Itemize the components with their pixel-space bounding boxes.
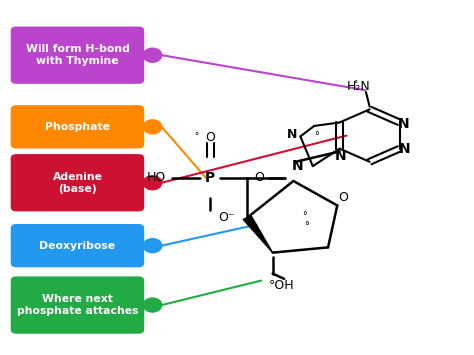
Text: N: N (287, 128, 297, 141)
Text: O: O (205, 131, 215, 144)
Circle shape (143, 298, 162, 312)
Text: HO: HO (147, 171, 166, 184)
Text: Will form H-bond
with Thymine: Will form H-bond with Thymine (26, 44, 129, 66)
Text: N: N (335, 149, 347, 163)
Text: °: ° (194, 132, 199, 141)
Text: °: ° (302, 211, 307, 221)
Circle shape (143, 239, 162, 253)
Text: O⁻: O⁻ (219, 211, 235, 224)
FancyBboxPatch shape (11, 154, 144, 211)
Text: Adenine
(base): Adenine (base) (53, 171, 102, 194)
FancyBboxPatch shape (11, 105, 144, 148)
Text: H₂N: H₂N (347, 80, 371, 93)
Text: O: O (338, 191, 348, 204)
Circle shape (143, 48, 162, 62)
Text: Phosphate: Phosphate (45, 122, 110, 132)
FancyBboxPatch shape (11, 224, 144, 267)
Text: P: P (205, 170, 215, 185)
Text: °OH: °OH (269, 279, 295, 292)
Text: O: O (254, 171, 264, 184)
Text: N: N (399, 142, 410, 156)
Polygon shape (243, 216, 273, 253)
Circle shape (143, 176, 162, 190)
Text: °: ° (304, 222, 309, 231)
FancyBboxPatch shape (11, 27, 144, 84)
Text: °: ° (354, 80, 358, 89)
Text: N: N (292, 159, 303, 173)
Text: °: ° (314, 131, 319, 141)
Text: Where next
phosphate attaches: Where next phosphate attaches (17, 294, 138, 316)
Circle shape (143, 120, 162, 134)
Text: Deoxyribose: Deoxyribose (39, 241, 116, 251)
Text: N: N (398, 117, 409, 131)
FancyBboxPatch shape (11, 277, 144, 334)
